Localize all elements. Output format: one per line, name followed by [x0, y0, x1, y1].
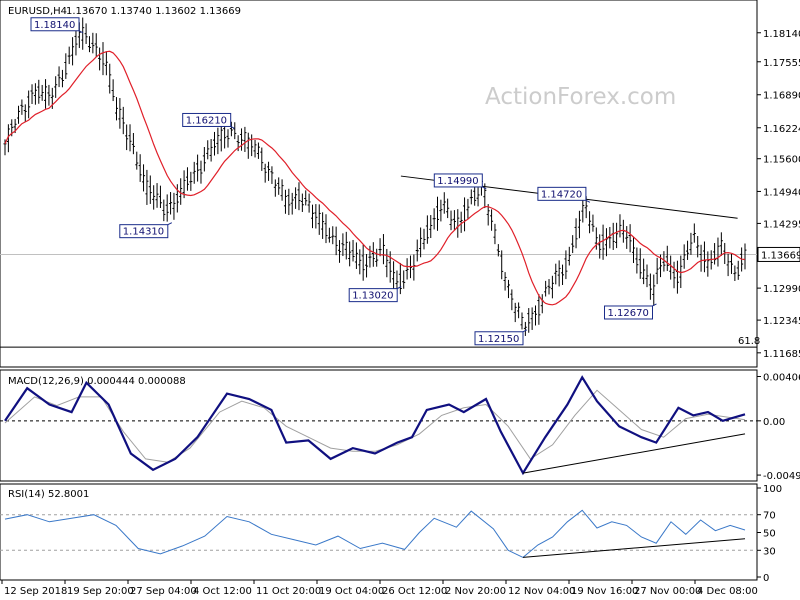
- time-axis-label: 26 Oct 12:00: [382, 586, 447, 597]
- price-axis-label: 1.14295: [763, 219, 800, 230]
- fib-level-label: 61.8: [738, 336, 760, 347]
- annotation-label: 1.16210: [186, 115, 227, 126]
- annotation-box: [604, 305, 653, 320]
- annotation-label: 1.18140: [34, 20, 75, 31]
- annotation-pointer: [652, 303, 657, 307]
- rsi-axis-label: 100: [763, 484, 782, 495]
- annotation-pointer: [585, 199, 591, 203]
- annotation-pointer: [230, 126, 235, 129]
- price-annotations: 1.18140 1.14310 1.16210 1.13020 1.14990 1.121…: [30, 17, 657, 346]
- annotation-pointer: [167, 222, 173, 226]
- macd-main-line: [4, 375, 746, 476]
- time-axis-label: 2 Nov 20:00: [445, 586, 506, 597]
- annotation-label: 1.14990: [437, 176, 478, 187]
- annotation-box: [30, 17, 80, 32]
- time-axis-label: 11 Oct 20:00: [256, 586, 321, 597]
- time-axis-label: 27 Sep 04:00: [130, 586, 197, 597]
- price-axis-label: 1.14940: [763, 187, 800, 198]
- macd-axis-label: 0.004069: [763, 373, 800, 384]
- macd-signal-line: [4, 389, 746, 463]
- time-axis-label: 12 Sep 2018: [4, 586, 67, 597]
- annotation-box: [348, 288, 398, 303]
- annotation-label: 1.12150: [478, 334, 519, 345]
- moving-average-line: [4, 50, 746, 306]
- price-panel-frame: [0, 0, 758, 368]
- macd-trendline: [522, 433, 746, 474]
- macd-title: MACD(12,26,9) 0.000444 0.000088: [8, 376, 186, 387]
- time-axis-label: 19 Nov 16:00: [571, 586, 638, 597]
- price-axis-label: 1.12345: [763, 316, 800, 327]
- time-axis-label: 4 Dec 08:00: [697, 586, 758, 597]
- price-header-ohlc: 1.13670 1.13740 1.13602 1.13669: [66, 6, 241, 17]
- last-price-label: 1.13669: [761, 250, 800, 261]
- macd-axis-label: -0.004981: [763, 471, 800, 482]
- time-axis-label: 27 Nov 00:00: [634, 586, 701, 597]
- rsi-axis-label: 30: [763, 546, 776, 557]
- last-price-marker: 1.13669: [757, 246, 800, 262]
- rsi-line: [4, 509, 746, 558]
- time-axis-label: 19 Oct 04:00: [319, 586, 384, 597]
- annotation-box: [119, 224, 169, 239]
- rsi-axis-label: 50: [763, 529, 776, 540]
- annotation-label: 1.12670: [608, 308, 649, 319]
- price-panel: EURUSD,H4 1.13670 1.13740 1.13602 1.1366…: [0, 0, 800, 368]
- annotation-label: 1.13020: [352, 291, 393, 302]
- rsi-trendline: [522, 538, 746, 558]
- time-axis-label: 4 Oct 12:00: [193, 586, 252, 597]
- annotation-box: [474, 331, 524, 346]
- rsi-panel: RSI(14) 52.8001 100 70 50 30 0: [0, 483, 782, 584]
- annotation-box: [537, 186, 587, 201]
- macd-axis: 0.004069 0.00 -0.004981: [757, 373, 800, 482]
- annotation-pointer: [396, 286, 402, 290]
- rsi-title: RSI(14) 52.8001: [8, 489, 89, 500]
- last-price-box: [757, 246, 800, 262]
- price-axis-label: 1.18140: [763, 29, 800, 40]
- annotation-pointer: [78, 30, 84, 34]
- price-header-symbol: EURUSD,H4: [8, 6, 67, 17]
- macd-axis-label: 0.00: [763, 417, 785, 428]
- annotation-label: 1.14310: [123, 227, 164, 238]
- macd-panel-frame: [0, 369, 758, 482]
- annotation-box: [182, 112, 232, 127]
- price-axis-label: 1.16224: [763, 124, 800, 135]
- watermark: ActionForex.com: [485, 84, 676, 110]
- annotation-pointer: [522, 329, 528, 333]
- time-axis-label: 19 Sep 20:00: [67, 586, 134, 597]
- rsi-axis-label: 0: [763, 573, 769, 584]
- rsi-axis-label: 70: [763, 511, 776, 522]
- time-axis-label: 12 Nov 04:00: [508, 586, 575, 597]
- price-axis-label: 1.11685: [763, 349, 800, 360]
- price-axis-label: 1.16890: [763, 91, 800, 102]
- macd-panel: MACD(12,26,9) 0.000444 0.000088 0.004069…: [0, 369, 800, 482]
- price-axis-label: 1.15600: [763, 155, 800, 166]
- annotation-pointer: [482, 186, 487, 190]
- rsi-axis: 100 70 50 30 0: [757, 484, 782, 584]
- annotation-label: 1.14720: [541, 189, 582, 200]
- price-axis-label: 1.17555: [763, 58, 800, 69]
- price-axis-label: 1.12990: [763, 284, 800, 295]
- annotation-box: [433, 173, 483, 188]
